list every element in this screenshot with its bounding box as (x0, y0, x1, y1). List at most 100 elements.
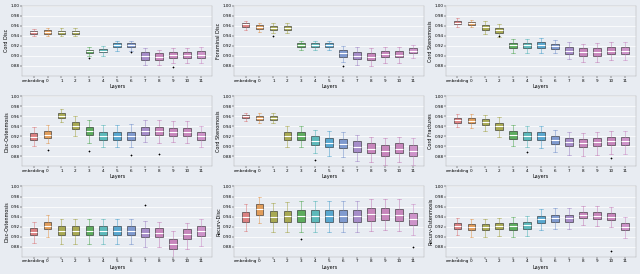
PathPatch shape (524, 43, 531, 48)
PathPatch shape (58, 31, 65, 34)
PathPatch shape (183, 128, 191, 136)
PathPatch shape (353, 52, 361, 59)
PathPatch shape (99, 132, 107, 140)
PathPatch shape (367, 208, 375, 221)
PathPatch shape (579, 139, 587, 147)
PathPatch shape (312, 136, 319, 145)
PathPatch shape (155, 127, 163, 135)
X-axis label: Layers: Layers (109, 265, 125, 270)
PathPatch shape (565, 215, 573, 222)
PathPatch shape (155, 53, 163, 60)
PathPatch shape (30, 133, 37, 140)
PathPatch shape (255, 25, 263, 29)
PathPatch shape (141, 52, 149, 60)
PathPatch shape (454, 118, 461, 123)
Y-axis label: Foraminal Disc: Foraminal Disc (216, 23, 221, 59)
X-axis label: Layers: Layers (321, 175, 337, 179)
PathPatch shape (269, 26, 277, 30)
PathPatch shape (113, 43, 121, 47)
PathPatch shape (339, 210, 347, 222)
PathPatch shape (169, 239, 177, 249)
PathPatch shape (551, 136, 559, 144)
PathPatch shape (169, 128, 177, 136)
X-axis label: Layers: Layers (533, 175, 549, 179)
PathPatch shape (284, 26, 291, 30)
PathPatch shape (325, 210, 333, 222)
PathPatch shape (86, 226, 93, 235)
PathPatch shape (579, 212, 587, 218)
PathPatch shape (367, 53, 375, 60)
PathPatch shape (537, 132, 545, 140)
PathPatch shape (141, 127, 149, 135)
PathPatch shape (593, 138, 601, 146)
PathPatch shape (621, 137, 628, 145)
PathPatch shape (481, 119, 489, 125)
PathPatch shape (72, 226, 79, 235)
PathPatch shape (551, 215, 559, 222)
PathPatch shape (353, 210, 361, 222)
PathPatch shape (72, 122, 79, 129)
PathPatch shape (183, 52, 191, 58)
Y-axis label: Cord Stenomosis: Cord Stenomosis (428, 20, 433, 61)
PathPatch shape (284, 210, 291, 222)
PathPatch shape (269, 210, 277, 222)
PathPatch shape (579, 48, 587, 56)
PathPatch shape (169, 52, 177, 58)
PathPatch shape (99, 226, 107, 235)
PathPatch shape (72, 31, 79, 34)
X-axis label: Layers: Layers (109, 84, 125, 89)
PathPatch shape (242, 212, 250, 222)
PathPatch shape (86, 50, 93, 53)
PathPatch shape (141, 228, 149, 237)
PathPatch shape (607, 213, 614, 220)
Y-axis label: Recurv-Disc: Recurv-Disc (216, 207, 221, 236)
PathPatch shape (495, 28, 503, 33)
PathPatch shape (339, 139, 347, 148)
PathPatch shape (367, 143, 375, 153)
PathPatch shape (381, 51, 388, 57)
PathPatch shape (409, 213, 417, 225)
PathPatch shape (58, 226, 65, 235)
PathPatch shape (621, 47, 628, 54)
PathPatch shape (381, 207, 388, 220)
X-axis label: Layers: Layers (109, 175, 125, 179)
PathPatch shape (197, 132, 205, 140)
PathPatch shape (44, 222, 51, 229)
PathPatch shape (454, 21, 461, 24)
PathPatch shape (537, 216, 545, 222)
PathPatch shape (127, 43, 135, 47)
PathPatch shape (30, 228, 37, 235)
Y-axis label: Cord Stenomosis: Cord Stenomosis (216, 110, 221, 152)
PathPatch shape (312, 43, 319, 47)
PathPatch shape (409, 145, 417, 156)
PathPatch shape (607, 47, 614, 54)
PathPatch shape (298, 132, 305, 140)
PathPatch shape (495, 123, 503, 130)
Y-axis label: Cord Disc: Cord Disc (4, 29, 9, 52)
PathPatch shape (621, 223, 628, 230)
PathPatch shape (593, 48, 601, 56)
PathPatch shape (481, 25, 489, 30)
PathPatch shape (395, 209, 403, 221)
Y-axis label: Recurv-Ostenmosis: Recurv-Ostenmosis (428, 198, 433, 245)
PathPatch shape (551, 44, 559, 49)
X-axis label: Layers: Layers (533, 265, 549, 270)
PathPatch shape (44, 131, 51, 138)
PathPatch shape (565, 138, 573, 146)
Y-axis label: Cord Fractures: Cord Fractures (428, 113, 433, 149)
PathPatch shape (242, 23, 250, 27)
PathPatch shape (44, 30, 51, 34)
PathPatch shape (99, 49, 107, 52)
PathPatch shape (325, 138, 333, 147)
PathPatch shape (86, 127, 93, 135)
PathPatch shape (565, 47, 573, 54)
PathPatch shape (197, 51, 205, 58)
PathPatch shape (339, 50, 347, 57)
PathPatch shape (509, 43, 517, 48)
PathPatch shape (524, 222, 531, 229)
PathPatch shape (58, 113, 65, 118)
PathPatch shape (298, 43, 305, 47)
PathPatch shape (468, 118, 476, 123)
PathPatch shape (395, 51, 403, 57)
Y-axis label: Disc-Ostenmosis: Disc-Ostenmosis (4, 201, 9, 242)
